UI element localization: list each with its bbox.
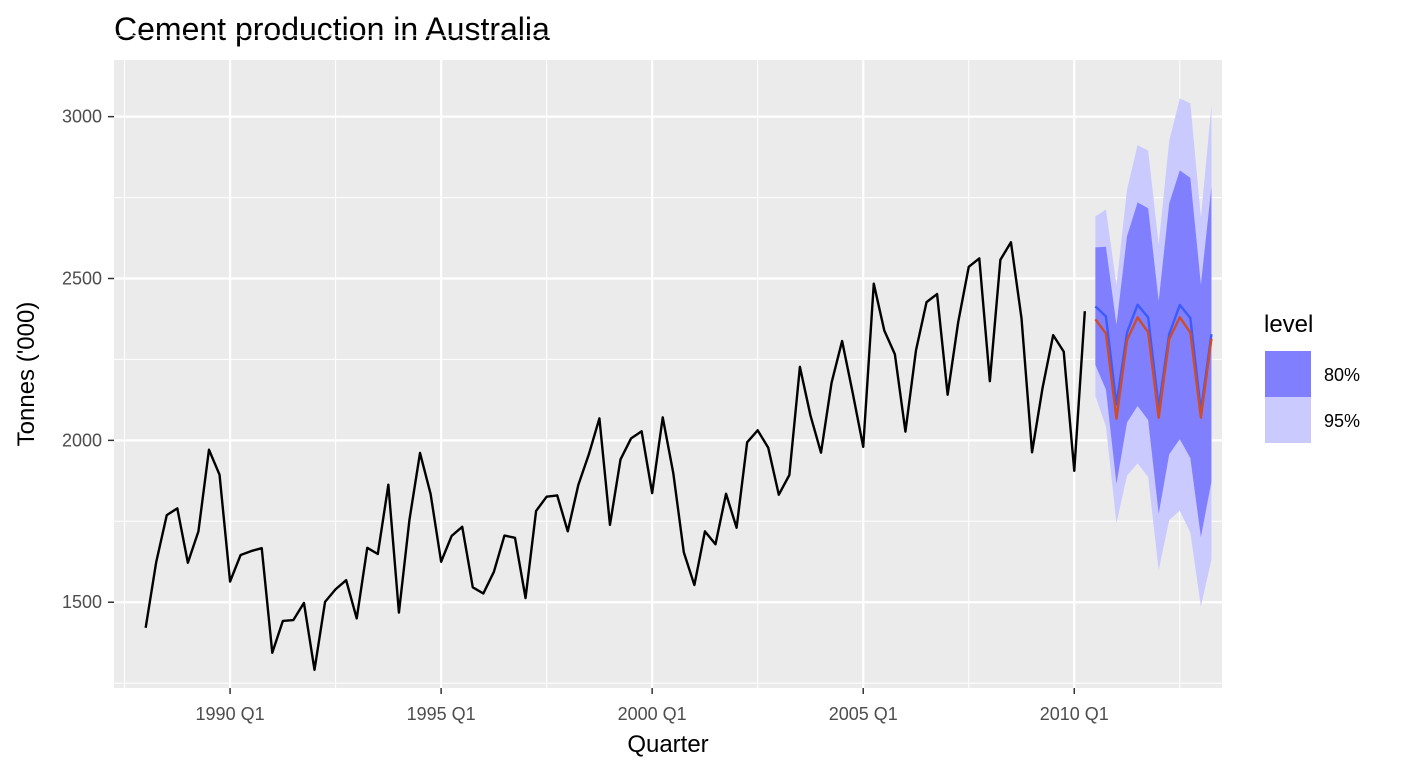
x-tick-label: 2005 Q1 bbox=[829, 704, 898, 724]
y-tick-label: 3000 bbox=[62, 107, 102, 127]
y-axis-title: Tonnes ('000) bbox=[13, 302, 40, 447]
x-tick-label: 1995 Q1 bbox=[407, 704, 476, 724]
plot-panel bbox=[114, 60, 1222, 688]
x-axis-title: Quarter bbox=[627, 731, 708, 758]
legend-title: level bbox=[1264, 311, 1313, 338]
chart-title: Cement production in Australia bbox=[114, 11, 550, 47]
series-line-forecast-ets bbox=[1094, 303, 1213, 413]
legend-label-80: 80% bbox=[1324, 365, 1360, 385]
legend-swatch-95 bbox=[1265, 397, 1311, 443]
x-axis-ticks: 1990 Q1 1995 Q1 2000 Q1 2005 Q1 2010 Q1 bbox=[196, 688, 1109, 724]
x-tick-label: 2000 Q1 bbox=[618, 704, 687, 724]
y-tick-label: 1500 bbox=[62, 592, 102, 612]
legend-label-95: 95% bbox=[1324, 411, 1360, 431]
series-line-observed bbox=[144, 241, 1087, 672]
y-tick-label: 2000 bbox=[62, 430, 102, 450]
y-axis-ticks: 1500 2000 2500 3000 bbox=[62, 107, 114, 612]
y-tick-label: 2500 bbox=[62, 269, 102, 289]
legend-swatch-80 bbox=[1265, 351, 1311, 397]
series-lines bbox=[144, 241, 1213, 672]
x-tick-label: 2010 Q1 bbox=[1040, 704, 1109, 724]
legend: level 80% 95% bbox=[1264, 311, 1360, 443]
x-tick-label: 1990 Q1 bbox=[196, 704, 265, 724]
series-line-forecast-arima bbox=[1094, 316, 1213, 420]
